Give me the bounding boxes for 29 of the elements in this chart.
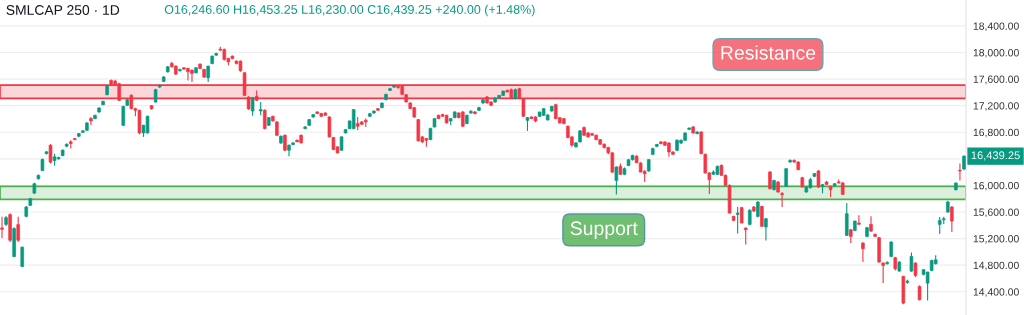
candlestick bbox=[925, 271, 930, 301]
candlestick bbox=[16, 216, 20, 243]
candlestick bbox=[186, 67, 190, 81]
candlestick bbox=[958, 162, 962, 181]
y-tick-label: 18,000.00 bbox=[973, 49, 1019, 58]
y-tick-label: 14,800.00 bbox=[973, 261, 1019, 271]
band-label: Support bbox=[570, 221, 638, 239]
candlestick bbox=[869, 215, 873, 233]
y-tick-label: 14,400.00 bbox=[973, 288, 1019, 297]
candlestick bbox=[610, 151, 615, 174]
y-tick-label: 15,200.00 bbox=[973, 235, 1019, 244]
y-tick-label: 17,600.00 bbox=[973, 75, 1019, 85]
chart-subtitle: O16,246.60 H16,453.25 L16,230.00 C16,439.25 +240.00 (+1.48%) bbox=[164, 4, 535, 17]
candlestick bbox=[614, 165, 619, 195]
chart-title: SMLCAP 250 · 1D bbox=[6, 5, 120, 15]
candlestick bbox=[861, 241, 865, 263]
band-label: Resistance bbox=[721, 45, 816, 60]
y-tick-label: 16,800.00 bbox=[973, 128, 1019, 138]
y-tick-label: 17,200.00 bbox=[973, 102, 1019, 111]
candlestick bbox=[0, 216, 4, 239]
y-tick-label: 18,400.00 bbox=[973, 22, 1019, 32]
candlestick bbox=[845, 202, 849, 237]
y-tick-label: 16,000.00 bbox=[973, 181, 1019, 191]
y-tick-label: 15,600.00 bbox=[973, 208, 1019, 218]
candlestick bbox=[857, 214, 861, 226]
candlestick bbox=[909, 251, 914, 273]
text: 16,439.25 bbox=[971, 151, 1020, 161]
candlestick bbox=[190, 68, 194, 83]
candlestick bbox=[950, 205, 954, 233]
